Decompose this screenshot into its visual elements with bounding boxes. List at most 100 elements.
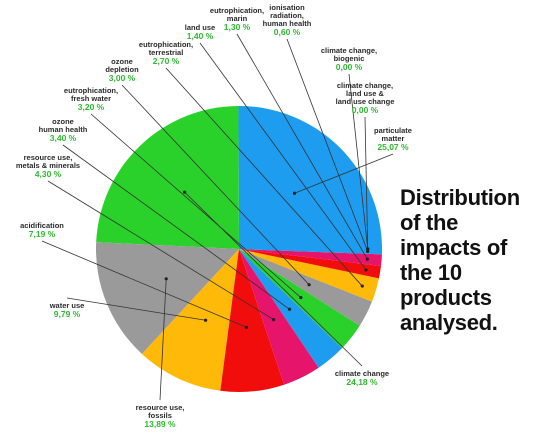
slice-label-name: fresh water — [71, 94, 111, 103]
slice-label: ionisation radiation, human health 0,60 % — [263, 3, 312, 37]
leader-line — [286, 38, 369, 252]
headline-line-5: products — [400, 285, 492, 310]
slice-label-name: ozone — [52, 117, 74, 126]
leader-dot — [183, 190, 187, 194]
leader-line — [236, 33, 368, 260]
pie-slice — [96, 106, 240, 249]
leader-line — [62, 144, 290, 310]
slice-label-value: 0,00 % — [352, 105, 379, 115]
pie-slice — [141, 249, 239, 391]
slice-label: water use 9,79 % — [49, 301, 85, 319]
slice-label-name: climate change, — [337, 81, 393, 90]
headline-line-3: impacts of — [400, 235, 508, 260]
slice-label-name: eutrophication, — [210, 6, 264, 15]
pie-slice — [239, 249, 382, 255]
slice-label-name: land use — [185, 23, 215, 32]
leader-dot — [360, 284, 364, 288]
pie-slices — [95, 105, 382, 392]
slice-label-name: eutrophication, — [64, 86, 118, 95]
pie-slice — [239, 249, 379, 302]
slice-label-name: ionisation — [269, 3, 305, 12]
slice-label-name: land use change — [336, 97, 395, 106]
slice-label-name: water use — [49, 301, 85, 310]
leader-dot — [272, 318, 276, 322]
leader-dot — [164, 277, 168, 281]
slice-label: resource use, metals & minerals 4,30 % — [16, 153, 80, 179]
slice-label-value: 3,40 % — [50, 133, 77, 143]
slice-label-name: terrestrial — [149, 48, 184, 57]
slice-label: resource use, fossils 13,89 % — [136, 403, 185, 429]
slice-label-name: human health — [39, 125, 88, 134]
leader-line — [364, 116, 369, 250]
leader-lines — [41, 33, 394, 401]
slice-label-name: resource use, — [24, 153, 73, 162]
slice-label: eutrophication, terrestrial 2,70 % — [139, 40, 193, 66]
pie-slice — [239, 249, 372, 326]
slice-label: acidification 7,19 % — [20, 221, 64, 239]
slice-label-value: 0,60 % — [274, 27, 301, 37]
leader-dot — [244, 325, 249, 329]
leader-dot — [287, 307, 292, 311]
slice-label: climate change 24,18 % — [335, 369, 389, 387]
slice-label-value: 25,07 % — [377, 142, 409, 152]
leader-line — [66, 297, 206, 321]
slice-label-value: 13,89 % — [144, 419, 176, 429]
slice-label-name: particulate — [374, 126, 412, 135]
slice-label-name: acidification — [20, 221, 64, 230]
slice-label-name: human health — [263, 19, 312, 28]
leader-dot — [204, 318, 208, 322]
slice-label-name: climate change — [335, 369, 389, 378]
leader-line — [41, 240, 247, 328]
leader-dot — [365, 257, 369, 261]
slice-label: particulate matter 25,07 % — [374, 126, 412, 152]
slice-label-value: 0,00 % — [336, 62, 363, 72]
chart-headline: Distribution of the impacts of the 10 pr… — [400, 185, 545, 335]
slice-label-name: resource use, — [136, 403, 185, 412]
slice-label: climate change, land use & land use change… — [336, 81, 395, 115]
headline-line-4: the 10 — [400, 260, 462, 285]
slice-label-name: biogenic — [334, 54, 365, 63]
pie-slice — [239, 249, 382, 267]
slice-label-name: fossils — [148, 411, 172, 420]
pie-slice — [239, 249, 319, 385]
slice-label-value: 4,30 % — [35, 169, 62, 179]
leader-line — [90, 113, 302, 298]
slice-label-value: 3,20 % — [78, 102, 105, 112]
slice-label-name: radiation, — [270, 11, 304, 20]
slice-label-value: 2,70 % — [153, 56, 180, 66]
slice-label-value: 3,00 % — [109, 73, 136, 83]
slice-label: climate change, biogenic 0,00 % — [321, 46, 377, 72]
pie-slice — [95, 242, 239, 355]
slice-label-value: 1,30 % — [224, 22, 251, 32]
slice-label: eutrophication, marin 1,30 % — [210, 6, 264, 32]
pie-slice — [239, 249, 360, 349]
leader-dot — [366, 247, 370, 251]
slice-label: ozone depletion 3,00 % — [105, 57, 139, 83]
pie-slice — [239, 249, 381, 279]
slice-label-name: depletion — [105, 65, 139, 74]
slice-label-name: marin — [227, 14, 248, 23]
headline-line-1: Distribution — [400, 185, 520, 210]
leader-line — [348, 73, 369, 250]
headline-line-2: of the — [400, 210, 459, 235]
slice-label-name: land use & — [346, 89, 385, 98]
slice-label-name: ozone — [111, 57, 133, 66]
leader-line — [294, 153, 394, 194]
slice-label-name: eutrophication, — [139, 40, 193, 49]
slice-label: eutrophication, fresh water 3,20 % — [64, 86, 118, 112]
leader-line — [47, 180, 274, 320]
slice-label: land use 1,40 % — [185, 23, 215, 41]
leader-line — [184, 191, 363, 367]
slice-label-name: metals & minerals — [16, 161, 80, 170]
slice-labels: particulate matter 25,07 % climate change 24… — [16, 3, 412, 429]
pie-slice — [220, 249, 285, 392]
slice-label-value: 7,19 % — [29, 229, 56, 239]
leader-dot — [307, 283, 311, 287]
slice-label-value: 24,18 % — [346, 377, 378, 387]
leader-line — [159, 278, 167, 401]
slice-label-name: matter — [382, 134, 405, 143]
leader-dot — [366, 249, 370, 254]
slice-label: ozone human health 3,40 % — [39, 117, 88, 143]
leader-line — [121, 84, 310, 285]
